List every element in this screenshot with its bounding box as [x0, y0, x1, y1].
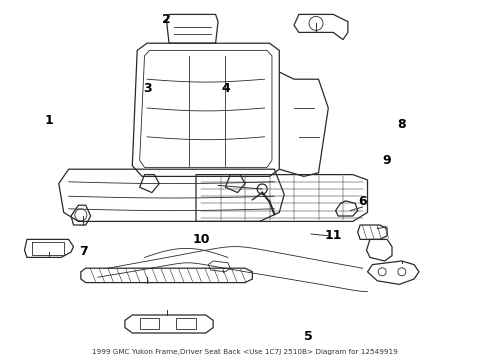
Text: 1999 GMC Yukon Frame,Driver Seat Back <Use 1C7J 2510B> Diagram for 12549919: 1999 GMC Yukon Frame,Driver Seat Back <U…: [92, 349, 398, 355]
Text: 3: 3: [143, 82, 151, 95]
Text: 7: 7: [79, 246, 88, 258]
Text: 5: 5: [304, 330, 313, 343]
Text: 4: 4: [221, 82, 230, 95]
Text: 2: 2: [162, 13, 171, 26]
Text: 6: 6: [358, 195, 367, 208]
Text: 8: 8: [397, 118, 406, 131]
Text: 11: 11: [324, 229, 342, 242]
Text: 9: 9: [383, 154, 392, 167]
Text: 10: 10: [192, 233, 210, 246]
Text: 1: 1: [45, 114, 53, 127]
Bar: [140, 318, 159, 329]
Bar: [176, 318, 196, 329]
